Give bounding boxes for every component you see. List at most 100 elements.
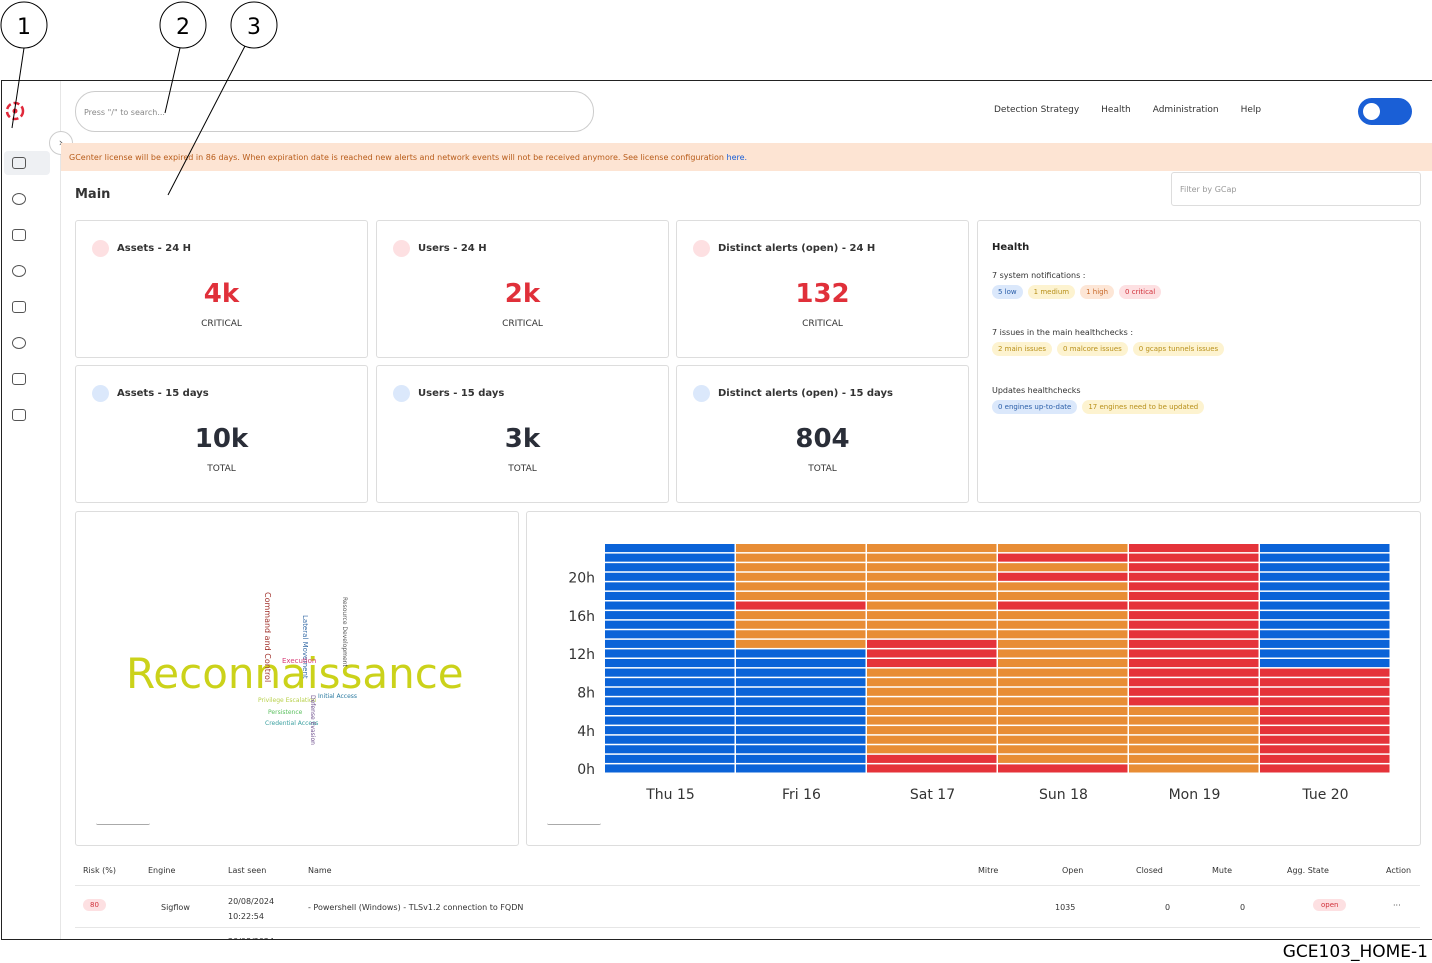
heat-cell bbox=[736, 620, 866, 629]
x-tick-label: Sat 17 bbox=[910, 787, 955, 803]
health-section: 7 system notifications : 5 low 1 medium 1 h… bbox=[992, 271, 1162, 299]
stat-card: Users - 24 H 2k CRITICAL bbox=[376, 220, 669, 358]
gcap-filter[interactable]: Filter by GCap bbox=[1171, 172, 1421, 206]
card-title: Assets - 15 days bbox=[117, 388, 209, 399]
menu-item[interactable]: Detection Strategy bbox=[994, 105, 1080, 115]
health-label: 7 system notifications : bbox=[992, 271, 1086, 280]
heat-cell bbox=[1129, 563, 1259, 572]
column-header[interactable]: Name bbox=[308, 866, 332, 875]
sidebar bbox=[2, 81, 61, 939]
heat-cell bbox=[605, 611, 735, 620]
heat-cell bbox=[1260, 735, 1390, 744]
heat-cell bbox=[1129, 649, 1259, 658]
health-title: Health bbox=[992, 242, 1030, 253]
nav-icon[interactable] bbox=[12, 337, 26, 349]
heat-cell bbox=[1260, 668, 1390, 677]
badge[interactable]: 0 gcaps tunnels issues bbox=[1132, 342, 1225, 356]
nav-icon[interactable] bbox=[12, 229, 26, 241]
stat-card: Distinct alerts (open) - 24 H 132 CRITICAL bbox=[676, 220, 969, 358]
card-value: 4k bbox=[203, 279, 240, 309]
heat-cell bbox=[1129, 706, 1259, 715]
stat-card: Assets - 24 H 4k CRITICAL bbox=[75, 220, 368, 358]
heat-cell bbox=[867, 639, 997, 648]
heat-cell bbox=[1129, 697, 1259, 706]
heat-cell bbox=[867, 726, 997, 735]
y-tick-label: 8h bbox=[577, 686, 595, 702]
heat-cell bbox=[736, 630, 866, 639]
badge[interactable]: 1 high bbox=[1080, 285, 1115, 299]
heat-cell bbox=[998, 706, 1128, 715]
heat-cell bbox=[998, 716, 1128, 725]
heat-cell bbox=[867, 611, 997, 620]
heat-cell bbox=[605, 659, 735, 668]
heat-cell bbox=[736, 649, 866, 658]
card-caption: CRITICAL bbox=[502, 319, 543, 329]
health-section: 7 issues in the main healthchecks : 2 mai… bbox=[992, 328, 1225, 356]
column-header[interactable]: Last seen bbox=[228, 866, 267, 875]
heat-cell bbox=[998, 563, 1128, 572]
badge[interactable]: 1 medium bbox=[1027, 285, 1076, 299]
column-header[interactable]: Closed bbox=[1136, 866, 1163, 875]
card-caption: CRITICAL bbox=[802, 319, 843, 329]
heat-cell bbox=[998, 544, 1128, 553]
heat-cell bbox=[1260, 601, 1390, 610]
banner-link[interactable]: here. bbox=[726, 153, 748, 162]
heat-cell bbox=[736, 735, 866, 744]
heat-cell bbox=[867, 754, 997, 763]
badge[interactable]: 2 main issues bbox=[992, 342, 1053, 356]
heat-cell bbox=[605, 620, 735, 629]
heat-cell bbox=[867, 764, 997, 773]
heat-cell bbox=[1129, 611, 1259, 620]
heat-cell bbox=[605, 716, 735, 725]
nav-icon[interactable] bbox=[12, 265, 26, 277]
top-menu: Detection Strategy Health Administration He… bbox=[994, 105, 1261, 115]
callout: 2 bbox=[176, 15, 190, 40]
theme-toggle[interactable] bbox=[1358, 98, 1412, 125]
heat-cell bbox=[736, 582, 866, 591]
heat-cell bbox=[998, 582, 1128, 591]
heat-cell bbox=[1260, 553, 1390, 562]
y-tick-label: 20h bbox=[568, 571, 595, 587]
badge[interactable]: 0 malcore issues bbox=[1057, 342, 1128, 356]
badge[interactable]: 0 engines up-to-date bbox=[992, 400, 1078, 414]
nav-icon[interactable] bbox=[12, 193, 26, 205]
column-header[interactable]: Open bbox=[1062, 866, 1084, 875]
menu-item[interactable]: Health bbox=[1101, 105, 1131, 115]
table-cell: 20/08/2024 bbox=[228, 937, 274, 939]
card-title: Users - 15 days bbox=[418, 388, 505, 399]
nav-icon[interactable] bbox=[12, 301, 26, 313]
heat-cell bbox=[736, 764, 866, 773]
heat-cell bbox=[1129, 553, 1259, 562]
card-title: Users - 24 H bbox=[418, 243, 487, 254]
column-header[interactable]: Mute bbox=[1212, 866, 1233, 875]
menu-item[interactable]: Administration bbox=[1152, 105, 1219, 115]
card-value: 804 bbox=[795, 424, 850, 454]
menu-item[interactable]: Help bbox=[1240, 105, 1262, 115]
card-value: 10k bbox=[194, 424, 249, 454]
heat-cell bbox=[1129, 716, 1259, 725]
badge[interactable]: 17 engines need to be updated bbox=[1082, 400, 1205, 414]
column-header[interactable]: Agg. State bbox=[1287, 866, 1329, 875]
heat-cell bbox=[736, 553, 866, 562]
nav-icon[interactable] bbox=[12, 157, 26, 169]
heat-cell bbox=[736, 659, 866, 668]
y-tick-label: 0h bbox=[577, 762, 595, 778]
nav-active[interactable] bbox=[4, 151, 50, 175]
badge[interactable]: 0 critical bbox=[1119, 285, 1162, 299]
column-header[interactable]: Engine bbox=[148, 866, 176, 875]
table-cell: open bbox=[1313, 899, 1347, 911]
column-header[interactable]: Risk (%) bbox=[83, 866, 116, 875]
heat-cell bbox=[736, 706, 866, 715]
word-cloud: Reconnaissance Command and Control Lateral… bbox=[75, 511, 519, 846]
heat-cell bbox=[998, 678, 1128, 687]
heat-cell bbox=[1129, 591, 1259, 600]
column-header[interactable]: Mitre bbox=[978, 866, 999, 875]
stat-card: Assets - 15 days 10k TOTAL bbox=[75, 365, 368, 503]
column-header[interactable]: Action bbox=[1386, 866, 1412, 875]
badge[interactable]: 5 low bbox=[992, 285, 1023, 299]
search-box[interactable]: Press "/" to search... bbox=[75, 91, 594, 132]
nav-icon[interactable] bbox=[12, 409, 26, 421]
heat-cell bbox=[1129, 620, 1259, 629]
heat-cell bbox=[998, 745, 1128, 754]
nav-icon[interactable] bbox=[12, 373, 26, 385]
